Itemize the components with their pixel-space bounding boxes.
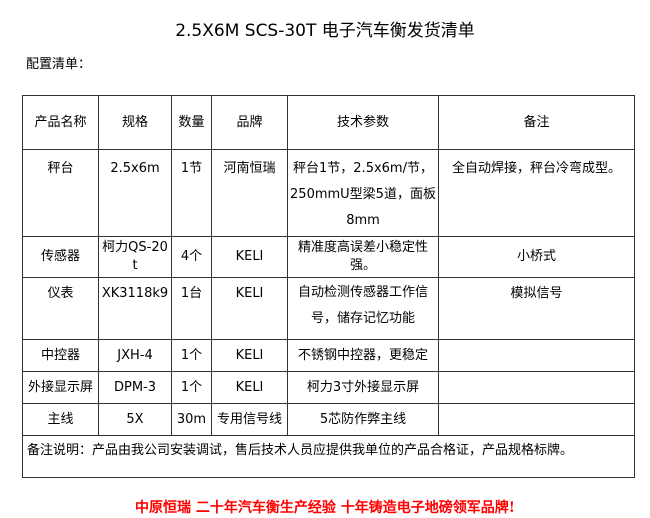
cell: 仪表 (22, 277, 99, 340)
cell: 不锈钢中控器，更稳定 (287, 339, 439, 372)
page-title: 2.5X6M SCS-30T 电子汽车衡发货清单 (175, 21, 475, 41)
cell: 柯力QS-20t (98, 236, 172, 278)
cell: 传感器 (22, 236, 99, 278)
cell: 全自动焊接，秤台冷弯成型。 (438, 149, 635, 237)
header-cell: 品牌 (211, 95, 288, 150)
cell: 中控器 (22, 339, 99, 372)
header-cell: 备注 (438, 95, 635, 150)
cell: 模拟信号 (438, 277, 635, 340)
note-cell: 备注说明：产品由我公司安装调试，售后技术人员应提供我单位的产品合格证，产品规格标… (22, 435, 635, 478)
table-row: 仪表 XK3118k9 1台 KELI 自动检测传感器工作信号，储存记忆功能 模… (22, 277, 635, 340)
slogan: 中原恒瑞 二十年汽车衡生产经验 十年铸造电子地磅领军品牌! (135, 500, 515, 516)
cell: JXH-4 (98, 339, 172, 372)
header-cell: 技术参数 (287, 95, 439, 150)
shipping-list-table: 产品名称 规格 数量 品牌 技术参数 备注 秤台 2.5x6m 1节 河南恒瑞 … (22, 95, 635, 478)
cell: KELI (211, 339, 288, 372)
cell: 30m (171, 403, 212, 436)
subtitle: 配置清单： (26, 57, 92, 72)
cell: 秤台 (22, 149, 99, 237)
table-row: 秤台 2.5x6m 1节 河南恒瑞 秤台1节，2.5x6m/节，250mmU型梁… (22, 149, 635, 237)
cell (438, 339, 635, 372)
cell: 4个 (171, 236, 212, 278)
cell: 柯力3寸外接显示屏 (287, 371, 439, 404)
cell (438, 403, 635, 436)
cell: 自动检测传感器工作信号，储存记忆功能 (287, 277, 439, 340)
cell: 2.5x6m (98, 149, 172, 237)
cell: 外接显示屏 (22, 371, 99, 404)
table-row: 传感器 柯力QS-20t 4个 KELI 精准度高误差小稳定性强。 小桥式 (22, 236, 635, 278)
note-row: 备注说明：产品由我公司安装调试，售后技术人员应提供我单位的产品合格证，产品规格标… (22, 435, 635, 478)
table-row: 主线 5X 30m 专用信号线 5芯防作弊主线 (22, 403, 635, 436)
cell: KELI (211, 236, 288, 278)
cell: 1个 (171, 339, 212, 372)
cell: 5芯防作弊主线 (287, 403, 439, 436)
cell: 河南恒瑞 (211, 149, 288, 237)
cell: 1节 (171, 149, 212, 237)
cell: 主线 (22, 403, 99, 436)
cell: KELI (211, 277, 288, 340)
table-row: 中控器 JXH-4 1个 KELI 不锈钢中控器，更稳定 (22, 339, 635, 372)
cell: 1台 (171, 277, 212, 340)
header-cell: 产品名称 (22, 95, 99, 150)
cell: KELI (211, 371, 288, 404)
cell: XK3118k9 (98, 277, 172, 340)
cell: 5X (98, 403, 172, 436)
cell: 精准度高误差小稳定性强。 (287, 236, 439, 278)
cell: 专用信号线 (211, 403, 288, 436)
header-row: 产品名称 规格 数量 品牌 技术参数 备注 (22, 95, 635, 150)
header-cell: 规格 (98, 95, 172, 150)
table-row: 外接显示屏 DPM-3 1个 KELI 柯力3寸外接显示屏 (22, 371, 635, 404)
header-cell: 数量 (171, 95, 212, 150)
cell: 小桥式 (438, 236, 635, 278)
cell: 秤台1节，2.5x6m/节，250mmU型梁5道，面板8mm (287, 149, 439, 237)
cell: 1个 (171, 371, 212, 404)
cell (438, 371, 635, 404)
cell: DPM-3 (98, 371, 172, 404)
